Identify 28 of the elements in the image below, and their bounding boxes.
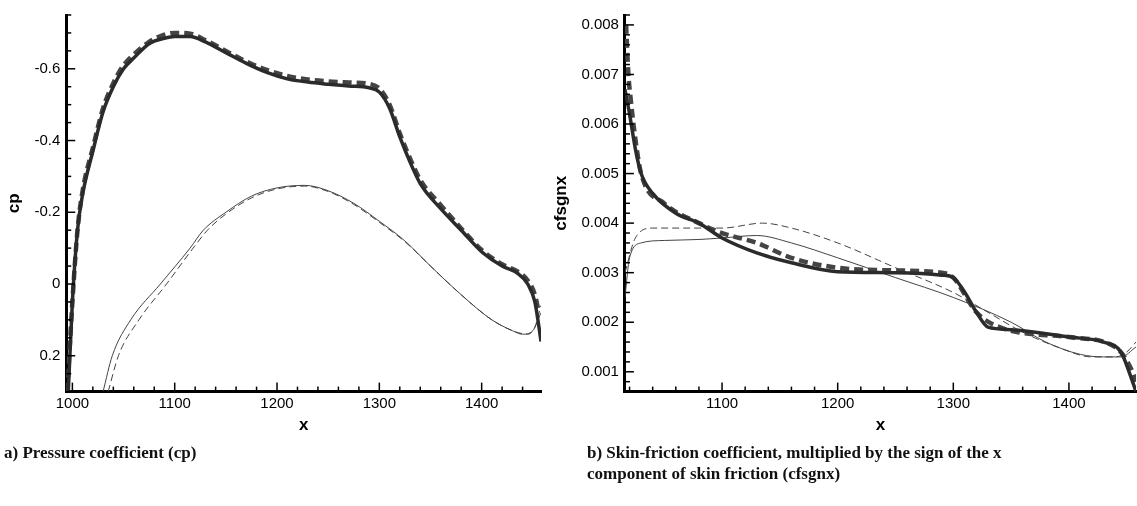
y-tick-label: 0.002 xyxy=(581,312,619,330)
x-tick-label: 1200 xyxy=(260,393,294,411)
y-axis-title: cfsgnx xyxy=(550,175,570,231)
y-tick-label: 0.001 xyxy=(581,361,619,379)
x-tick-label: 1100 xyxy=(705,393,739,411)
y-tick-label: -0.2 xyxy=(34,202,61,220)
y-tick-label: 0.2 xyxy=(39,345,61,363)
y-tick-label: -0.4 xyxy=(34,130,61,148)
text: a) Pressure coefficient (cp) xyxy=(3,442,198,463)
x-tick-label: 1200 xyxy=(821,393,855,411)
x-axis-title: x xyxy=(875,415,886,435)
text: b) Skin-friction coefficient, multiplied by the sign of the x component of skin friction (cfsgnx) xyxy=(586,442,1003,484)
y-tick-label: 0.008 xyxy=(581,15,619,33)
x-tick-label: 1000 xyxy=(55,393,90,411)
y-tick-label: 0.004 xyxy=(581,213,619,231)
y-tick-label: 0.006 xyxy=(581,114,619,132)
x-tick-label: 1400 xyxy=(1052,393,1086,411)
y-tick-label: 0 xyxy=(51,274,61,292)
x-tick-label: 1100 xyxy=(158,393,191,411)
x-tick-label: 1400 xyxy=(464,393,499,411)
y-tick-label: 0.005 xyxy=(581,163,619,181)
y-tick-label: 0.003 xyxy=(581,262,619,280)
x-tick-label: 1300 xyxy=(936,393,970,411)
x-axis-title: x xyxy=(298,415,309,435)
y-tick-label: -0.6 xyxy=(34,58,61,76)
y-tick-label: 0.007 xyxy=(581,64,619,82)
x-tick-label: 1300 xyxy=(362,393,397,411)
y-axis-title: cp xyxy=(3,193,23,214)
